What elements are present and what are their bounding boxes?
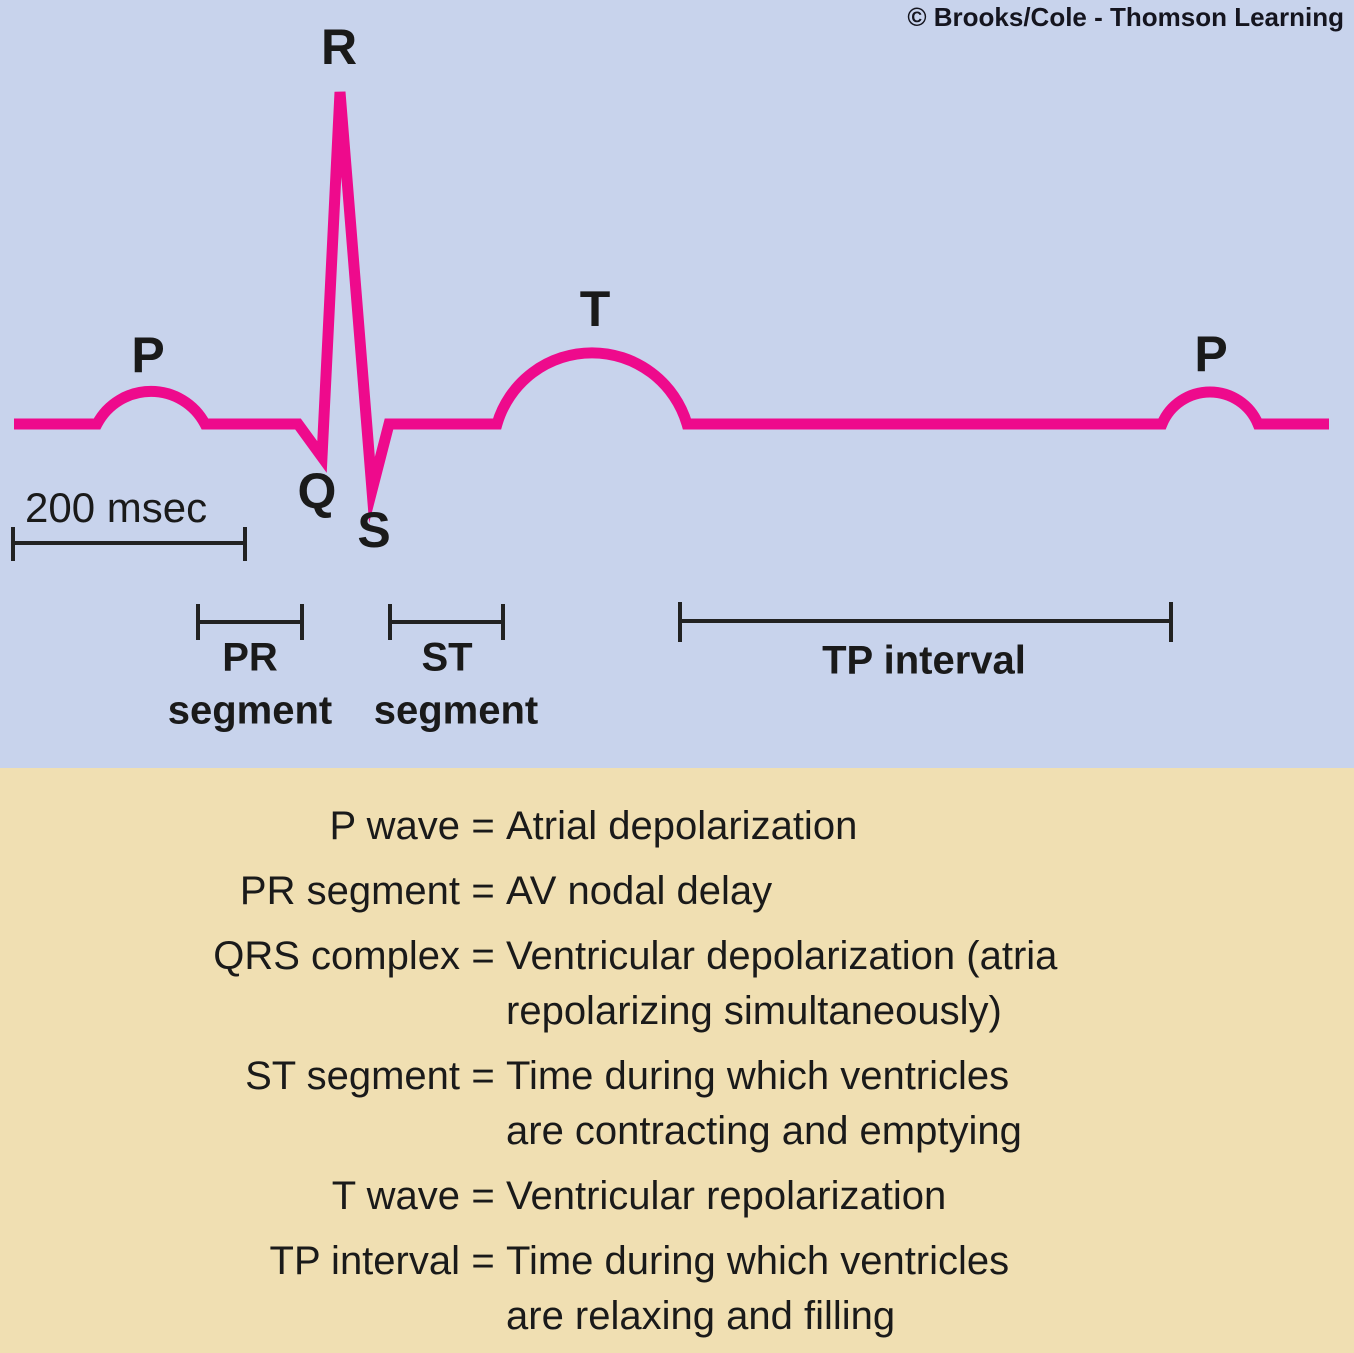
scale-bar-label: 200 msec: [25, 484, 208, 531]
legend-term: P wave: [329, 804, 460, 848]
legend-term: QRS complex: [213, 934, 460, 978]
equals-sign: =: [471, 1239, 495, 1283]
legend-definition: Ventricular repolarization: [506, 1169, 1354, 1224]
st-segment-bracket: [388, 604, 505, 640]
wave-label-q: Q: [297, 463, 337, 519]
equals-sign: =: [471, 934, 495, 978]
scale-bar: [11, 527, 247, 561]
legend-definition-line: Ventricular repolarization: [506, 1174, 947, 1218]
legend-definition: AV nodal delay: [506, 864, 1354, 919]
equals-sign: =: [471, 804, 495, 848]
equals-sign: =: [471, 1054, 495, 1098]
copyright-text: © Brooks/Cole - Thomson Learning: [907, 2, 1344, 32]
legend-definition: Ventricular depolarization (atria repola…: [506, 929, 1354, 1039]
legend-definition: Time during which ventricles are relaxin…: [506, 1234, 1354, 1344]
wave-label-r: R: [320, 19, 358, 75]
wave-label-p1: P: [131, 327, 165, 383]
legend-definition-line: are relaxing and filling: [506, 1294, 896, 1338]
legend-definition: Time during which ventricles are contrac…: [506, 1049, 1354, 1159]
legend-definition: Atrial depolarization: [506, 799, 1354, 854]
legend-panel: P wave = Atrial depolarization PR segmen…: [0, 768, 1354, 1353]
legend-definition-line: repolarizing simultaneously): [506, 989, 1002, 1033]
legend-term: T wave: [331, 1174, 460, 1218]
legend-entry-t-wave: T wave = Ventricular repolarization: [0, 1169, 1354, 1224]
legend-entry-tp-interval: TP interval = Time during which ventricl…: [0, 1234, 1354, 1344]
st-segment-label-bottom: segment: [373, 688, 539, 733]
pr-segment-label-top: PR: [222, 635, 278, 680]
legend-definition-line: are contracting and emptying: [506, 1109, 1022, 1153]
pr-segment-bracket: [196, 604, 304, 640]
legend-definition-line: Time during which ventricles: [506, 1054, 1010, 1098]
legend-term: ST segment: [245, 1054, 460, 1098]
legend-definition-line: AV nodal delay: [506, 869, 773, 913]
legend-term: PR segment: [239, 869, 460, 913]
legend-entry-st-segment: ST segment = Time during which ventricle…: [0, 1049, 1354, 1159]
equals-sign: =: [471, 1174, 495, 1218]
pr-segment-label-bottom: segment: [167, 688, 333, 733]
legend-definition-line: Time during which ventricles: [506, 1239, 1010, 1283]
tp-interval-bracket: [678, 602, 1173, 642]
legend-term: TP interval: [269, 1239, 460, 1283]
ecg-trace-panel: © Brooks/Cole - Thomson Learning: [0, 0, 1354, 768]
legend-entry-p-wave: P wave = Atrial depolarization: [0, 799, 1354, 854]
ecg-trace-drawing: [11, 91, 1329, 642]
wave-label-p2: P: [1194, 326, 1228, 382]
wave-label-s: S: [357, 502, 391, 558]
tp-interval-label: TP interval: [822, 638, 1026, 683]
equals-sign: =: [471, 869, 495, 913]
ecg-waveform-path: [14, 91, 1329, 524]
legend-entry-qrs-complex: QRS complex = Ventricular depolarization…: [0, 929, 1354, 1039]
st-segment-label-top: ST: [421, 635, 473, 680]
legend-entry-pr-segment: PR segment = AV nodal delay: [0, 864, 1354, 919]
legend-definition-line: Ventricular depolarization (atria: [506, 934, 1058, 978]
wave-label-t: T: [579, 281, 611, 337]
legend-definition-line: Atrial depolarization: [506, 804, 858, 848]
